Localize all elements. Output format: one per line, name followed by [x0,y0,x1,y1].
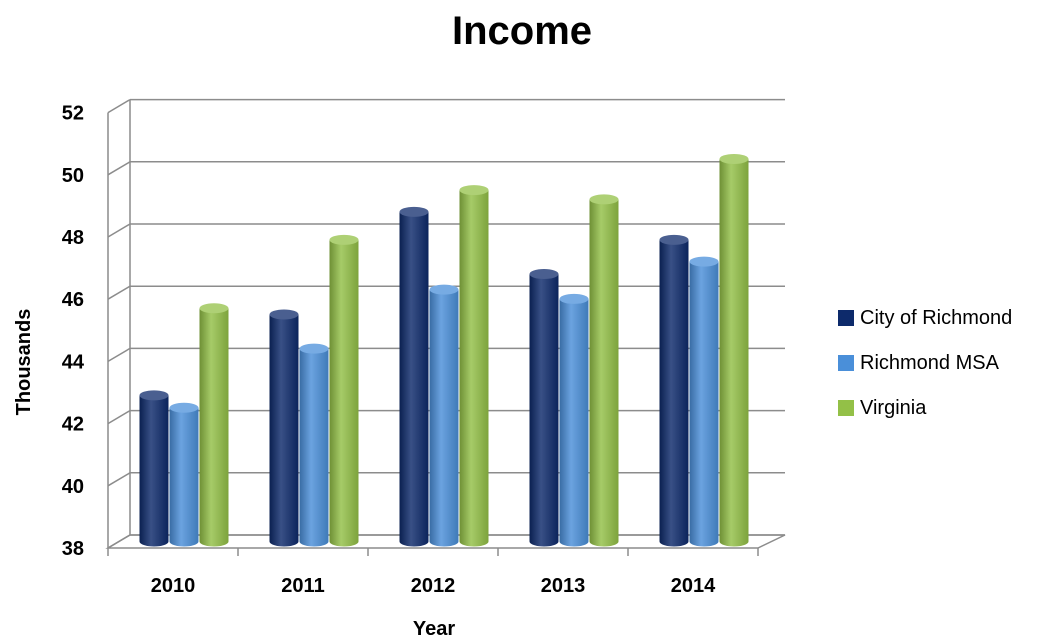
legend-label: Richmond MSA [860,352,1000,374]
bar [199,303,229,547]
y-tick-label: 38 [62,538,84,560]
legend: City of Richmond Richmond MSA Virginia [838,307,1012,419]
bar [399,206,429,547]
bar [429,284,459,547]
x-tick-labels: 2010 2011 2012 2013 2014 [151,575,716,597]
bar [659,234,689,547]
bar [529,269,559,547]
y-tick-label: 46 [62,289,84,311]
x-tick-label: 2012 [411,575,456,597]
x-tick-label: 2013 [541,575,586,597]
gridline-side [107,472,131,487]
chart-floor [105,534,786,549]
legend-label: Virginia [860,397,927,419]
bar [299,343,329,547]
y-tick-label: 42 [62,414,84,436]
bar [459,185,489,547]
bar [169,402,199,547]
bar [589,194,619,547]
gridline-side [107,98,131,114]
y-tick-label: 44 [62,351,85,373]
x-tick-label: 2014 [671,575,716,597]
bars [139,153,749,547]
y-tick-label: 40 [62,476,84,498]
y-tick-label: 52 [62,103,84,125]
gridline-side [107,161,131,176]
gridline-side [107,409,131,425]
y-tick-label: 48 [62,227,84,249]
bar [329,234,359,547]
x-axis-title: Year [413,618,455,639]
gridline-side [107,285,131,300]
y-tick-label: 50 [62,165,84,187]
bar [269,309,299,547]
legend-swatch [838,310,854,326]
legend-label: City of Richmond [860,307,1012,329]
axes [105,99,786,556]
x-tick-label: 2011 [281,575,324,597]
legend-swatch [838,355,854,371]
legend-swatch [838,400,854,416]
gridline-side [107,347,131,363]
bar [719,153,749,547]
x-tick-label: 2010 [151,575,196,597]
y-tick-labels: 38 40 42 44 46 48 50 52 [62,103,85,560]
bar [559,293,589,547]
gridline-side [107,223,131,238]
chart-title: Income [452,9,592,53]
y-axis-title: Thousands [13,309,35,416]
bar [689,256,719,547]
bar [139,390,169,547]
